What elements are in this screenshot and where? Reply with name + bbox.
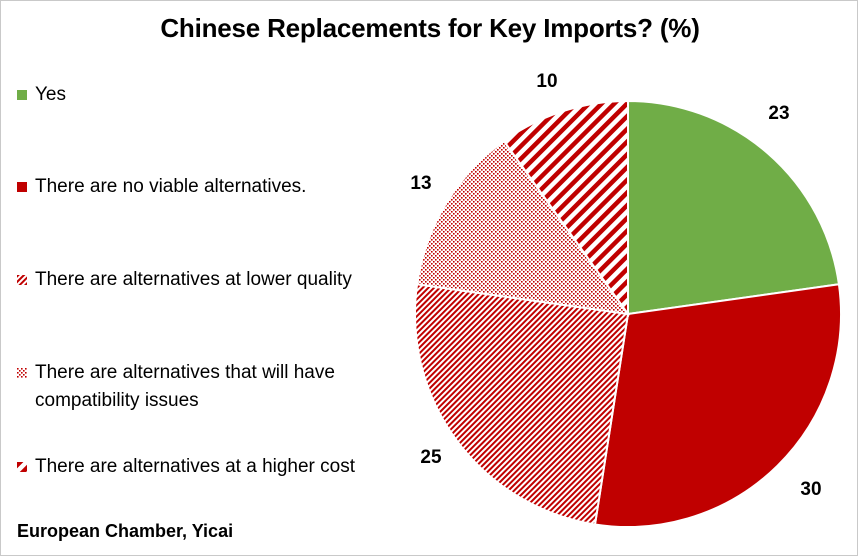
data-label-compatibility: 13: [410, 173, 431, 194]
legend-item-lower-quality: There are alternatives at lower quality: [17, 266, 397, 294]
legend-swatch-yes: [17, 90, 27, 100]
pie-slice-yes: [627, 99, 841, 316]
data-label-lower-quality: 25: [420, 447, 442, 468]
pie-slice-higher-cost: [502, 99, 629, 318]
legend-label-lower-quality: There are alternatives at lower quality: [35, 269, 352, 290]
legend-swatch-no-alternatives: [17, 182, 27, 192]
legend-swatch-lower-quality: [17, 275, 27, 285]
legend-item-higher-cost: There are alternatives at a higher cost: [17, 453, 397, 481]
legend-label-compatibility: There are alternatives that will have co…: [35, 362, 335, 411]
legend-swatch-higher-cost: [17, 462, 27, 472]
pie-slice-compatibility: [415, 139, 631, 316]
data-label-no-alternatives: 30: [800, 479, 821, 500]
legend-item-compatibility: There are alternatives that will have co…: [17, 359, 397, 415]
pie-slice-no-alternatives: [593, 283, 842, 528]
legend-label-no-alternatives: There are no viable alternatives.: [35, 176, 307, 197]
data-label-yes: 23: [768, 103, 789, 124]
legend-item-yes: Yes: [17, 81, 397, 109]
data-label-higher-cost: 10: [536, 71, 557, 92]
legend-swatch-compatibility: [17, 368, 27, 378]
legend-item-no-alternatives: There are no viable alternatives.: [17, 173, 397, 201]
chart-title: Chinese Replacements for Key Imports? (%…: [160, 13, 700, 43]
source-note: European Chamber, Yicai: [17, 521, 234, 541]
pie-slice-lower-quality: [414, 283, 630, 526]
legend-label-higher-cost: There are alternatives at a higher cost: [35, 456, 356, 477]
legend-label-yes: Yes: [35, 84, 66, 105]
